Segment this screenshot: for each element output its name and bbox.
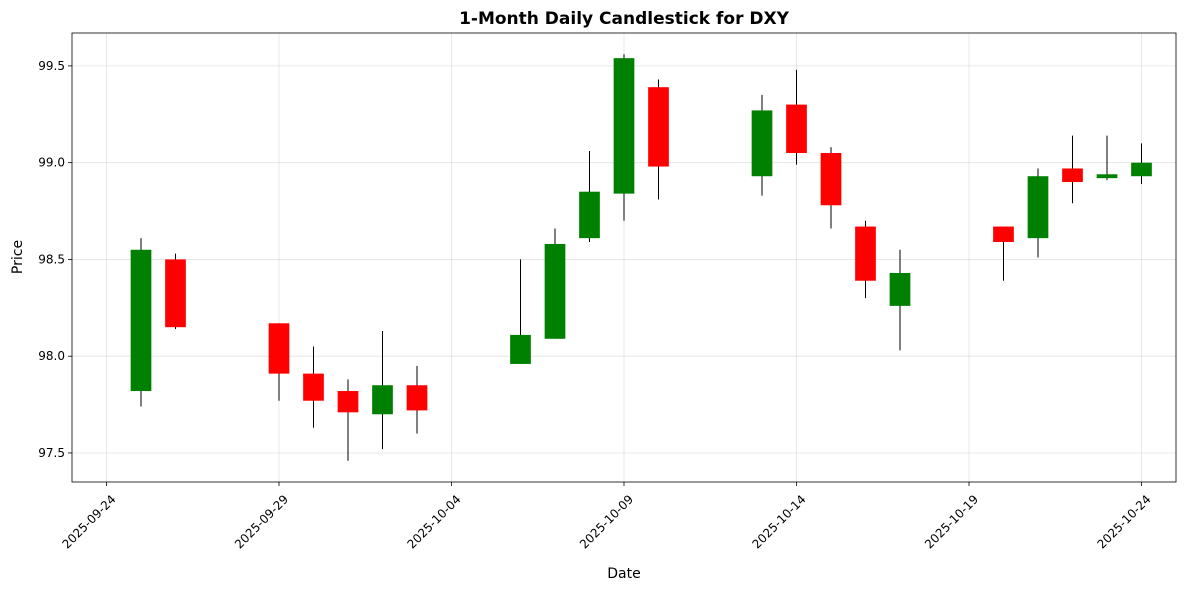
- candle-body-up: [372, 385, 393, 415]
- candle-body-down: [1062, 168, 1083, 183]
- candle-body-up: [1027, 176, 1049, 239]
- candle-body-up: [1131, 162, 1152, 177]
- candle-2025-09-29: [268, 323, 290, 401]
- candle-body-down: [786, 104, 807, 153]
- candle-2025-09-25: [130, 238, 152, 407]
- y-tick-label: 99.0: [38, 156, 65, 170]
- candle-2025-09-30: [303, 346, 324, 428]
- candle-body-up: [613, 58, 635, 194]
- y-axis-label: Price: [10, 240, 26, 274]
- chart-title: 1-Month Daily Candlestick for DXY: [459, 9, 790, 29]
- candle-2025-10-21: [1027, 168, 1049, 258]
- candles: [130, 54, 1152, 461]
- x-axis-label: Date: [607, 566, 640, 582]
- candle-body-up: [1096, 174, 1118, 179]
- candle-2025-09-26: [165, 253, 186, 330]
- candle-2025-10-15: [820, 147, 842, 229]
- candle-2025-10-03: [406, 365, 428, 434]
- x-tick-label: 2025-10-04: [404, 492, 463, 551]
- candle-2025-10-02: [372, 331, 393, 450]
- candle-body-down: [855, 226, 876, 281]
- candle-2025-10-07: [544, 228, 566, 339]
- candle-body-up: [751, 110, 773, 177]
- x-tick-label: 2025-10-19: [922, 492, 981, 551]
- candle-2025-10-09: [613, 54, 635, 221]
- candle-body-down: [648, 87, 669, 167]
- y-tick-label: 99.5: [38, 59, 65, 73]
- candle-2025-10-10: [648, 79, 669, 200]
- candle-body-down: [268, 323, 290, 374]
- candle-2025-10-23: [1096, 135, 1118, 181]
- candle-body-up: [579, 191, 600, 239]
- candle-2025-10-22: [1062, 135, 1083, 204]
- x-tick-label: 2025-09-24: [59, 492, 118, 551]
- x-tick-label: 2025-10-14: [749, 492, 808, 551]
- y-tick-label: 98.0: [38, 349, 65, 363]
- candle-2025-10-14: [786, 69, 807, 165]
- candle-2025-10-17: [889, 249, 911, 351]
- candle-body-down: [993, 226, 1014, 243]
- candle-body-down: [165, 259, 186, 328]
- axes-ticks: 97.5 98.0 98.5 99.0 99.5 2025-09-24 2025-09-29…: [38, 59, 1153, 552]
- x-tick-label: 2025-09-29: [232, 492, 291, 551]
- candle-body-down: [406, 385, 428, 411]
- candle-body-down: [337, 391, 359, 413]
- candle-body-up: [130, 249, 152, 392]
- candle-2025-10-06: [510, 259, 531, 364]
- candle-2025-10-01: [337, 379, 359, 461]
- candle-body-down: [303, 373, 324, 401]
- candle-2025-10-24: [1131, 143, 1152, 184]
- candle-2025-10-13: [751, 94, 773, 196]
- y-tick-label: 97.5: [38, 446, 65, 460]
- candle-body-down: [820, 152, 842, 206]
- candle-2025-10-20: [993, 226, 1014, 281]
- x-tick-label: 2025-10-09: [577, 492, 636, 551]
- candle-2025-10-08: [579, 151, 600, 243]
- x-tick-label: 2025-10-24: [1094, 492, 1153, 551]
- candle-2025-10-16: [855, 220, 876, 299]
- y-tick-label: 98.5: [38, 252, 65, 266]
- candle-body-up: [544, 243, 566, 339]
- candle-body-up: [510, 334, 531, 364]
- candle-body-up: [889, 272, 911, 306]
